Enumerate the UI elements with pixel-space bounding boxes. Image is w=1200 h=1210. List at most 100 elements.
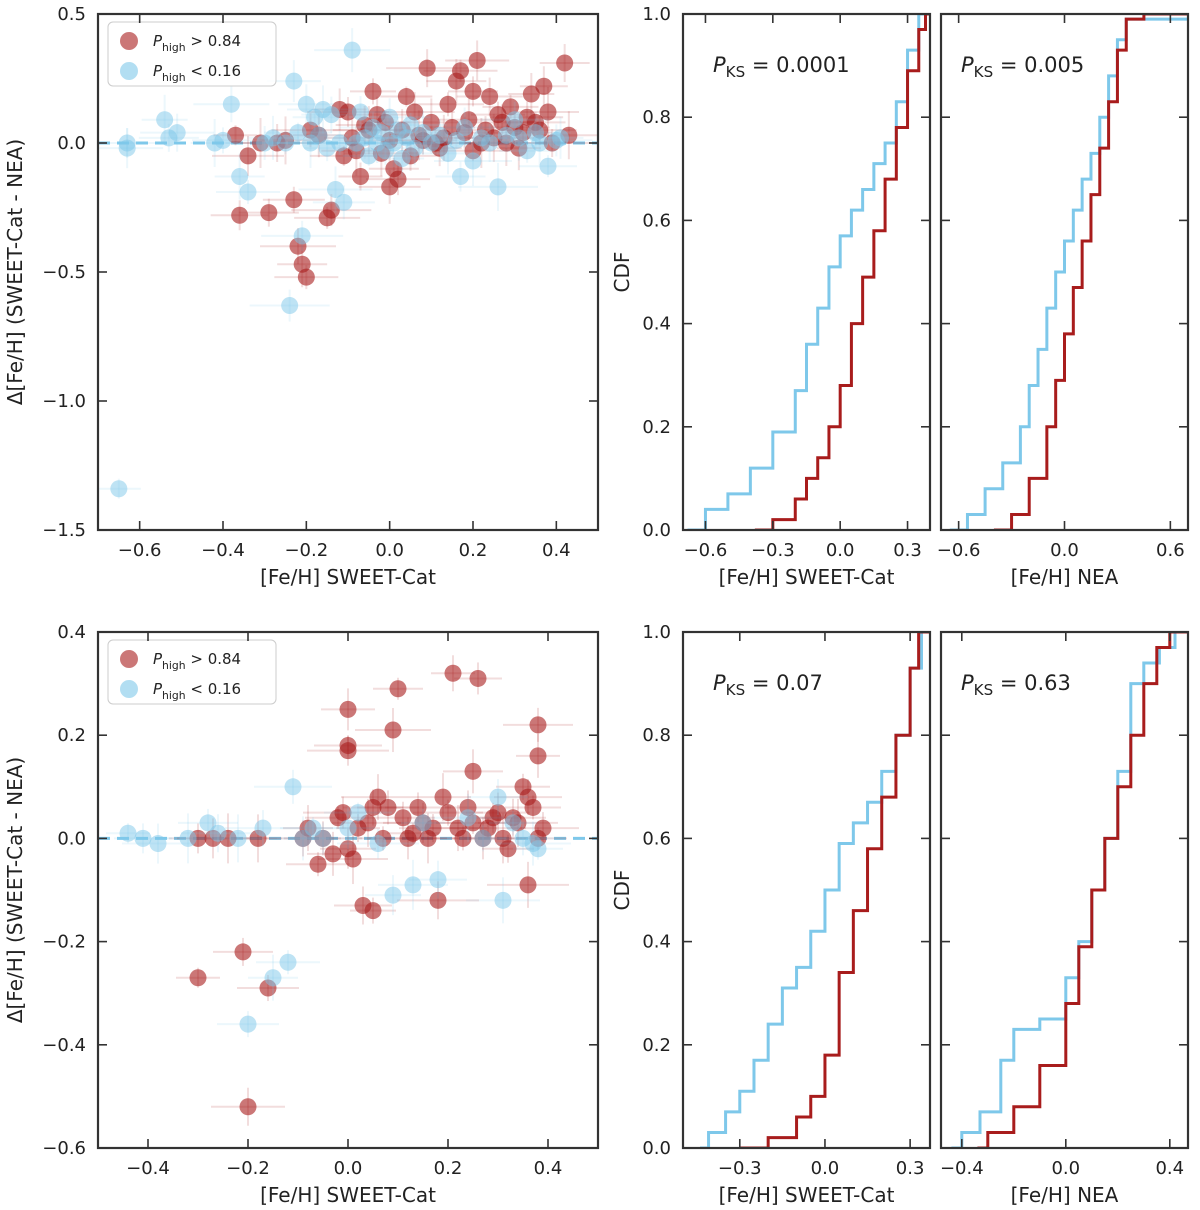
data-point-low xyxy=(285,72,303,90)
x-tick-label: −0.4 xyxy=(940,1158,984,1179)
ks-annotation: PKS = 0.07 xyxy=(713,671,823,699)
data-point-high xyxy=(189,969,207,987)
data-point-low xyxy=(494,891,512,909)
data-point-low xyxy=(429,871,447,889)
y-tick-label: 1.0 xyxy=(642,4,671,25)
y-tick-label: 0.6 xyxy=(642,828,671,849)
data-point-low xyxy=(335,193,353,211)
data-point-high xyxy=(297,268,315,286)
data-point-high xyxy=(529,716,547,734)
data-point-low xyxy=(209,824,227,842)
data-point-low xyxy=(343,41,361,59)
data-point-low xyxy=(506,111,524,129)
data-point-high xyxy=(322,201,340,219)
data-point-low xyxy=(331,134,349,152)
x-tick-label: 0.4 xyxy=(534,1158,563,1179)
y-tick-label: −0.6 xyxy=(42,1138,86,1159)
data-point-low xyxy=(489,788,507,806)
data-point-low xyxy=(179,829,197,847)
data-point-low xyxy=(281,297,299,315)
data-point-low xyxy=(531,134,549,152)
data-point-low xyxy=(284,778,302,796)
data-point-low xyxy=(314,829,332,847)
data-point-high xyxy=(339,103,357,121)
x-tick-label: −0.3 xyxy=(718,1158,762,1179)
data-point-low xyxy=(384,886,402,904)
data-point-high xyxy=(285,191,303,209)
data-point-high xyxy=(519,876,537,894)
data-point-low xyxy=(297,95,315,113)
y-tick-label: 0.6 xyxy=(642,210,671,231)
data-point-low xyxy=(349,804,367,822)
x-tick-label: −0.2 xyxy=(284,540,328,561)
data-point-low xyxy=(381,108,399,126)
data-point-low xyxy=(456,119,474,137)
data-point-high xyxy=(309,855,327,873)
data-point-low xyxy=(464,152,482,170)
data-point-high xyxy=(293,255,311,273)
data-point-high xyxy=(502,98,519,116)
data-point-low xyxy=(529,840,547,858)
y-tick-label: −1.5 xyxy=(42,520,86,541)
data-point-high xyxy=(535,77,553,95)
data-point-low xyxy=(110,480,128,498)
data-point-low xyxy=(539,157,557,175)
cdf-line-low xyxy=(951,632,1188,1148)
y-tick-label: 0.2 xyxy=(642,1035,671,1056)
data-point-high xyxy=(324,845,342,863)
y-tick-label: 0.0 xyxy=(57,133,86,154)
data-point-high xyxy=(389,170,407,188)
legend-label: Phigh < 0.16 xyxy=(153,680,241,702)
y-tick-label: 0.4 xyxy=(57,622,86,643)
data-point-low xyxy=(552,129,569,147)
data-point-low xyxy=(327,180,344,198)
x-axis-label: [Fe/H] SWEET-Cat xyxy=(260,565,436,589)
data-point-low xyxy=(402,116,419,134)
x-tick-label: 0.0 xyxy=(1050,540,1079,561)
legend-box xyxy=(107,21,277,87)
data-point-high xyxy=(234,943,252,961)
y-tick-label: 1.0 xyxy=(642,622,671,643)
legend: Phigh > 0.84 Phigh < 0.16 xyxy=(107,639,277,705)
data-point-high xyxy=(468,51,486,69)
x-tick-label: 0.4 xyxy=(542,540,571,561)
axes-frame xyxy=(939,630,1190,1150)
data-point-low xyxy=(231,168,249,186)
cdf-bottom-sweet-panel: PKS = 0.07 −0.3 0.0 0.3 0.0 0.2 0.4 0.6 0.8 1.0 [F… xyxy=(610,622,932,1207)
y-tick-label: −0.4 xyxy=(42,1035,86,1056)
data-point-low xyxy=(352,103,369,121)
y-axis-label: CDF xyxy=(610,252,634,293)
data-point-low xyxy=(406,139,424,157)
data-point-low xyxy=(293,227,311,245)
x-tick-label: −0.4 xyxy=(201,540,245,561)
data-point-low xyxy=(289,124,307,142)
y-tick-label: −0.2 xyxy=(42,932,86,953)
plot-area xyxy=(98,655,598,1126)
data-point-low xyxy=(518,142,536,160)
data-point-high xyxy=(231,206,249,224)
legend-marker-low xyxy=(120,680,138,698)
plot-area xyxy=(949,14,1188,530)
cdf-line-high xyxy=(993,14,1188,530)
x-tick-label: 0.2 xyxy=(434,1158,463,1179)
data-point-low xyxy=(134,829,152,847)
data-point-low xyxy=(452,168,469,186)
legend-label: Phigh < 0.16 xyxy=(153,62,241,84)
data-point-high xyxy=(409,798,427,816)
data-point-high xyxy=(352,168,369,186)
data-point-high xyxy=(522,85,540,103)
data-point-high xyxy=(397,88,415,106)
data-point-low xyxy=(214,131,232,149)
x-tick-label: −0.6 xyxy=(118,540,162,561)
data-point-high xyxy=(444,664,462,682)
cdf-bottom-nea-panel: PKS = 0.63 −0.4 0.0 0.4 [Fe/H] NEA xyxy=(939,630,1190,1207)
legend: Phigh > 0.84 Phigh < 0.16 xyxy=(107,21,277,87)
ks-annotation: PKS = 0.63 xyxy=(961,671,1071,699)
data-point-high xyxy=(469,669,487,687)
plot-area xyxy=(951,632,1188,1148)
data-point-low xyxy=(168,124,186,142)
data-point-high xyxy=(239,1098,257,1116)
data-point-low xyxy=(447,131,465,149)
y-tick-label: 0.4 xyxy=(642,932,671,953)
data-point-high xyxy=(344,850,362,868)
